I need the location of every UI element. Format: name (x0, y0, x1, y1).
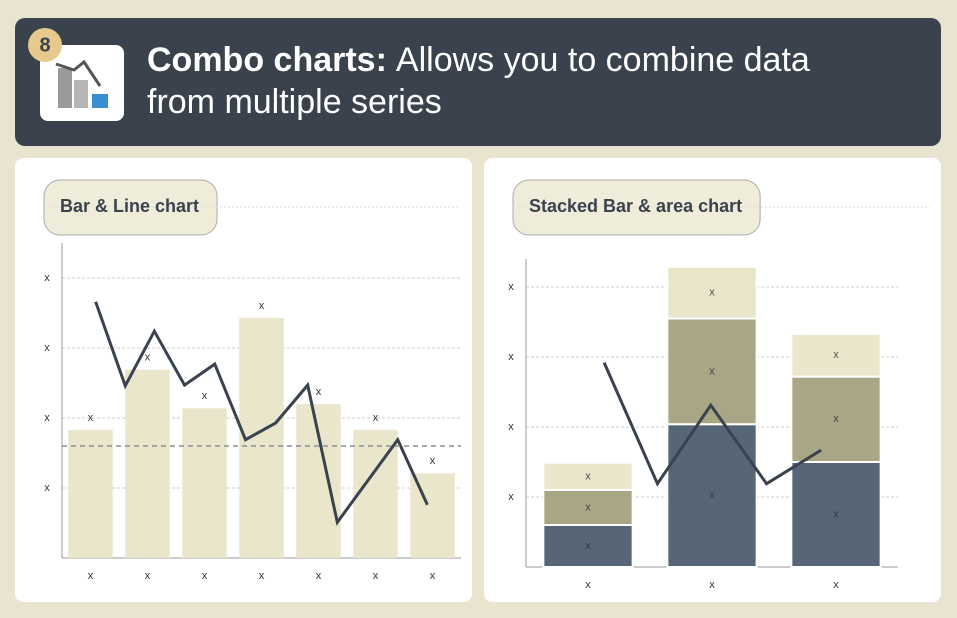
x-tick-label: x (316, 570, 322, 582)
value-label: x (316, 386, 322, 398)
value-label: x (709, 365, 715, 377)
value-label: x (709, 287, 715, 299)
bar-segment (542, 461, 634, 492)
bar-segment (666, 265, 758, 320)
x-tick-label: x (833, 579, 839, 591)
x-tick-label: x (145, 570, 151, 582)
line (602, 361, 822, 487)
icon-square (92, 94, 108, 108)
icon-bar (58, 68, 72, 108)
chart-title: Bar & Line chart (60, 196, 199, 216)
title-line: Allows you to combine data (396, 41, 810, 79)
badge-number: 8 (39, 34, 50, 56)
y-tick-label: x (44, 482, 50, 494)
y-tick-label: x (508, 351, 514, 363)
value-label: x (430, 455, 436, 467)
y-tick-label: x (44, 272, 50, 284)
bar-segment (790, 332, 882, 378)
bar (182, 408, 227, 558)
bar (296, 404, 341, 558)
y-tick-label: x (44, 342, 50, 354)
header-title-line: from multiple series (147, 83, 442, 121)
x-tick-label: x (373, 570, 379, 582)
x-tick-label: x (259, 570, 265, 582)
bar-segment (542, 489, 634, 526)
icon (55, 59, 108, 108)
x-tick-label: x (430, 570, 436, 582)
header-bar (15, 18, 941, 146)
bar (125, 369, 170, 558)
value-label: x (585, 540, 591, 552)
y-tick-label: x (508, 491, 514, 503)
value-label: x (145, 352, 151, 364)
x-tick-label: x (709, 579, 715, 591)
value-label: x (88, 412, 94, 424)
title-bold: Combo charts: (147, 41, 387, 79)
x-tick-label: x (88, 570, 94, 582)
line (94, 301, 429, 526)
icon-line (55, 59, 102, 87)
value-label: x (585, 470, 591, 482)
bar (410, 473, 455, 558)
value-label: x (202, 390, 208, 402)
y-tick-label: x (508, 421, 514, 433)
value-label: x (709, 490, 715, 502)
header-title: Combo charts: Allows you to combine data (147, 41, 810, 79)
value-label: x (833, 349, 839, 361)
x-tick-label: x (585, 579, 591, 591)
badge (28, 28, 62, 62)
value-label: x (259, 300, 265, 312)
bar-segment (790, 461, 882, 568)
value-label: x (833, 413, 839, 425)
value-label: x (585, 501, 591, 513)
icon-bar (74, 80, 88, 108)
value-label: x (833, 508, 839, 520)
value-label: x (373, 412, 379, 424)
y-tick-label: x (44, 412, 50, 424)
y-tick-label: x (508, 281, 514, 293)
bar-segment (790, 375, 882, 464)
chart-title: Stacked Bar & area chart (529, 196, 742, 216)
bar (68, 429, 113, 558)
x-tick-label: x (202, 570, 208, 582)
